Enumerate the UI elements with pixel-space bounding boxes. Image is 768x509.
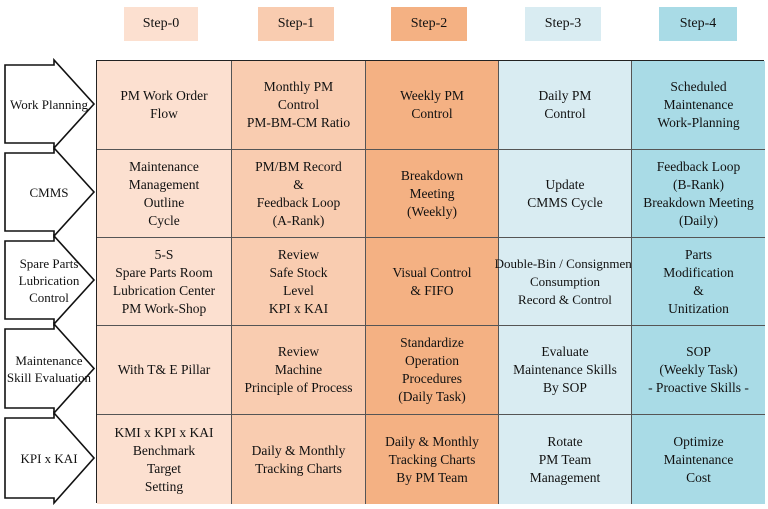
cell-r0-c3: Daily PM Control [499, 61, 632, 150]
row-arrow-4 [4, 410, 96, 506]
cell-r0-c0: PM Work Order Flow [97, 61, 232, 150]
cell-r2-c4: Parts Modification & Unitization [632, 238, 765, 326]
step-0-header: Step-0 [124, 7, 198, 41]
row-arrow-0 [4, 57, 96, 151]
cell-r4-c3: Rotate PM Team Management [499, 415, 632, 504]
row-label-spare-parts: Spare Parts Lubrication Control [18, 256, 80, 305]
cell-r2-c2: Visual Control & FIFO [366, 238, 499, 326]
cell-r1-c1: PM/BM Record & Feedback Loop (A-Rank) [232, 150, 366, 238]
row-label-work-planning: Work Planning [9, 97, 89, 112]
step-2-header: Step-2 [391, 7, 467, 41]
cell-r4-c2: Daily & Monthly Tracking Charts By PM Te… [366, 415, 499, 504]
cell-r2-c0: 5-S Spare Parts Room Lubrication Center … [97, 238, 232, 326]
cell-r0-c2: Weekly PM Control [366, 61, 499, 150]
cell-r2-c1: Review Safe Stock Level KPI x KAI [232, 238, 366, 326]
row-arrows [4, 57, 96, 506]
row-label-cmms: CMMS [29, 185, 69, 200]
cell-r4-c0: KMI x KPI x KAI Benchmark Target Setting [97, 415, 232, 504]
cell-r1-c4: Feedback Loop (B-Rank) Breakdown Meeting… [632, 150, 765, 238]
step-4-header: Step-4 [659, 7, 737, 41]
cell-r1-c0: Maintenance Management Outline Cycle [97, 150, 232, 238]
roadmap-matrix: PM Work Order Flow Monthly PM Control PM… [96, 60, 765, 504]
cell-r3-c1: Review Machine Principle of Process [232, 326, 366, 415]
cell-r3-c0: With T& E Pillar [97, 326, 232, 415]
cell-r1-c2: Breakdown Meeting (Weekly) [366, 150, 499, 238]
row-label-kpi-kai: KPI x KAI [20, 451, 78, 466]
cell-r1-c3: Update CMMS Cycle [499, 150, 632, 238]
cell-r3-c3: Evaluate Maintenance Skills By SOP [499, 326, 632, 415]
cell-r3-c4: SOP (Weekly Task) - Proactive Skills - [632, 326, 765, 415]
cell-r4-c1: Daily & Monthly Tracking Charts [232, 415, 366, 504]
cell-r0-c1: Monthly PM Control PM-BM-CM Ratio [232, 61, 366, 150]
cell-r2-c3: Double-Bin / Consignment Consumption Rec… [495, 238, 635, 326]
step-3-header: Step-3 [525, 7, 601, 41]
cell-r3-c2: Standardize Operation Procedures (Daily … [366, 326, 499, 415]
row-arrow-2 [4, 233, 96, 327]
cell-r0-c4: Scheduled Maintenance Work-Planning [632, 61, 765, 150]
cell-r4-c4: Optimize Maintenance Cost [632, 415, 765, 504]
row-arrow-1 [4, 145, 96, 239]
row-label-skill-evaluation: Maintenance Skill Evaluation [6, 352, 92, 385]
step-1-header: Step-1 [258, 7, 334, 41]
row-arrow-3 [4, 321, 96, 416]
